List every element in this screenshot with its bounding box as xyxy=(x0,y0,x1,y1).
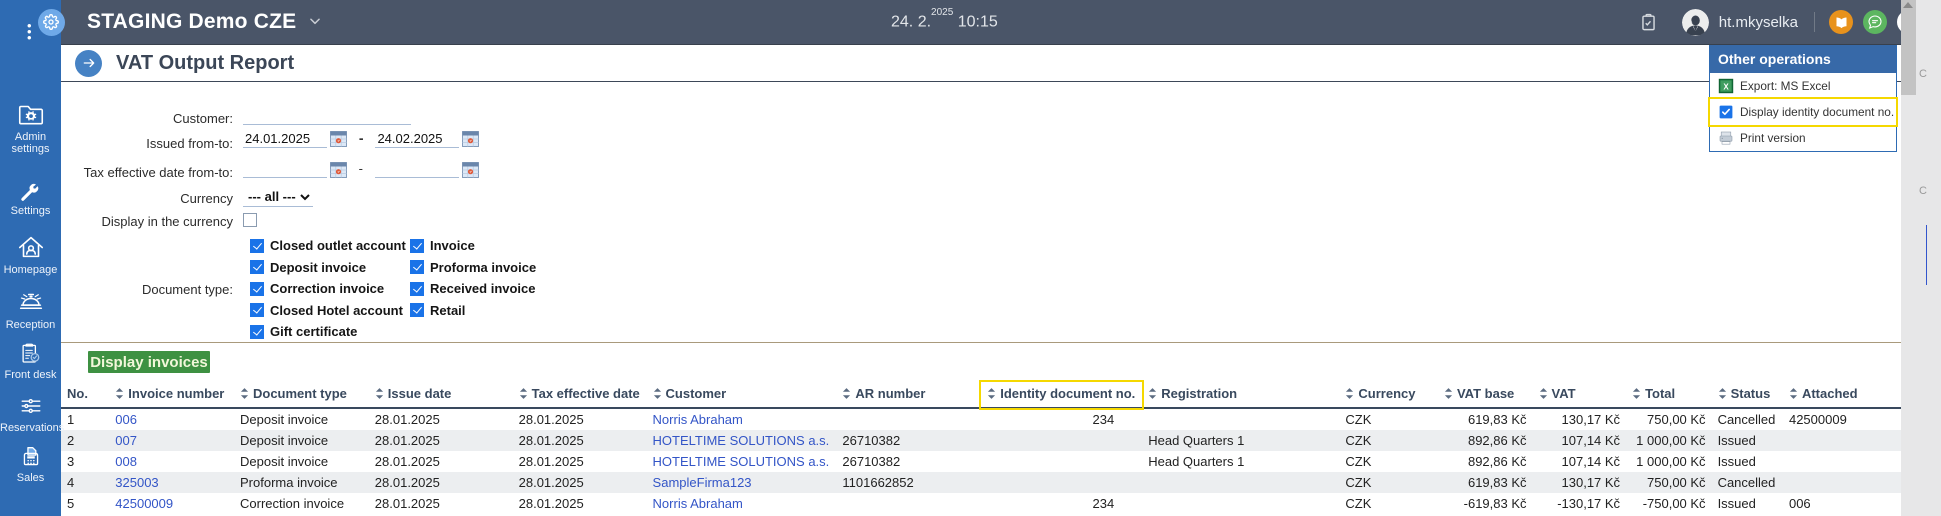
svg-text:X: X xyxy=(1723,83,1729,92)
